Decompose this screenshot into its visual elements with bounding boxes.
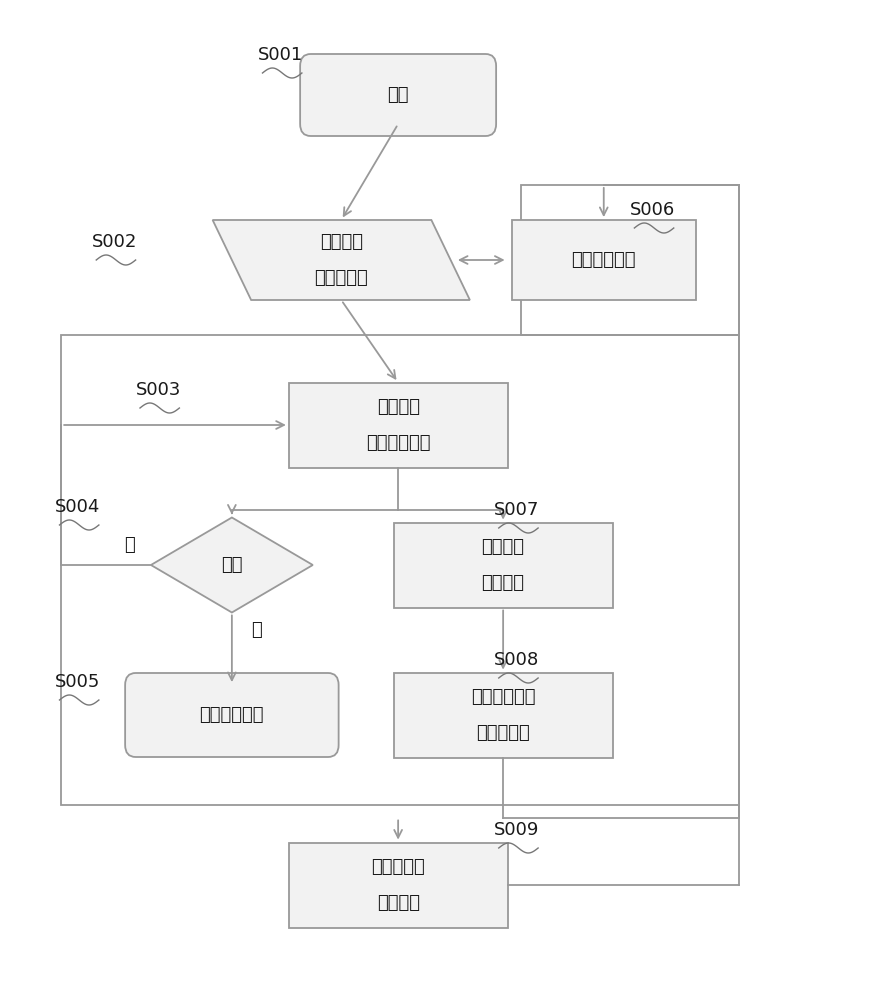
- Text: S005: S005: [55, 673, 101, 691]
- FancyBboxPatch shape: [125, 673, 339, 757]
- Text: 否: 否: [123, 536, 135, 554]
- Text: S004: S004: [55, 498, 101, 516]
- Text: 尾气分离: 尾气分离: [481, 574, 525, 592]
- Text: 执行控制条件: 执行控制条件: [366, 434, 430, 452]
- Text: S006: S006: [630, 201, 676, 219]
- Text: S009: S009: [494, 821, 540, 839]
- Polygon shape: [213, 220, 470, 300]
- Text: S002: S002: [92, 233, 137, 251]
- Polygon shape: [151, 518, 313, 612]
- FancyBboxPatch shape: [300, 54, 496, 136]
- Text: 启动: 启动: [388, 86, 409, 104]
- Text: S003: S003: [136, 381, 181, 399]
- Bar: [289, 842, 507, 928]
- Text: S001: S001: [258, 46, 304, 64]
- Text: 电堆检测: 电堆检测: [481, 538, 525, 556]
- Text: 停机: 停机: [221, 556, 242, 574]
- Text: 成分调整: 成分调整: [376, 894, 420, 912]
- Text: S008: S008: [494, 651, 540, 669]
- Text: 设备条件: 设备条件: [319, 233, 363, 251]
- Bar: [394, 673, 612, 758]
- Text: 和运行参数: 和运行参数: [314, 269, 368, 287]
- Text: 运行停机指令: 运行停机指令: [200, 706, 264, 724]
- Text: 尾气检测排放: 尾气检测排放: [471, 688, 536, 706]
- Text: 运行程序: 运行程序: [376, 398, 420, 416]
- Text: 是: 是: [251, 621, 262, 640]
- Bar: [289, 382, 507, 468]
- Bar: [521, 185, 739, 335]
- Text: 入口流量与: 入口流量与: [371, 858, 425, 876]
- Text: 电堆运行数据: 电堆运行数据: [571, 251, 636, 269]
- Bar: [394, 522, 612, 607]
- Bar: [61, 335, 739, 805]
- Text: 流量与组成: 流量与组成: [476, 724, 530, 742]
- Bar: [512, 220, 696, 300]
- Text: S007: S007: [494, 501, 540, 519]
